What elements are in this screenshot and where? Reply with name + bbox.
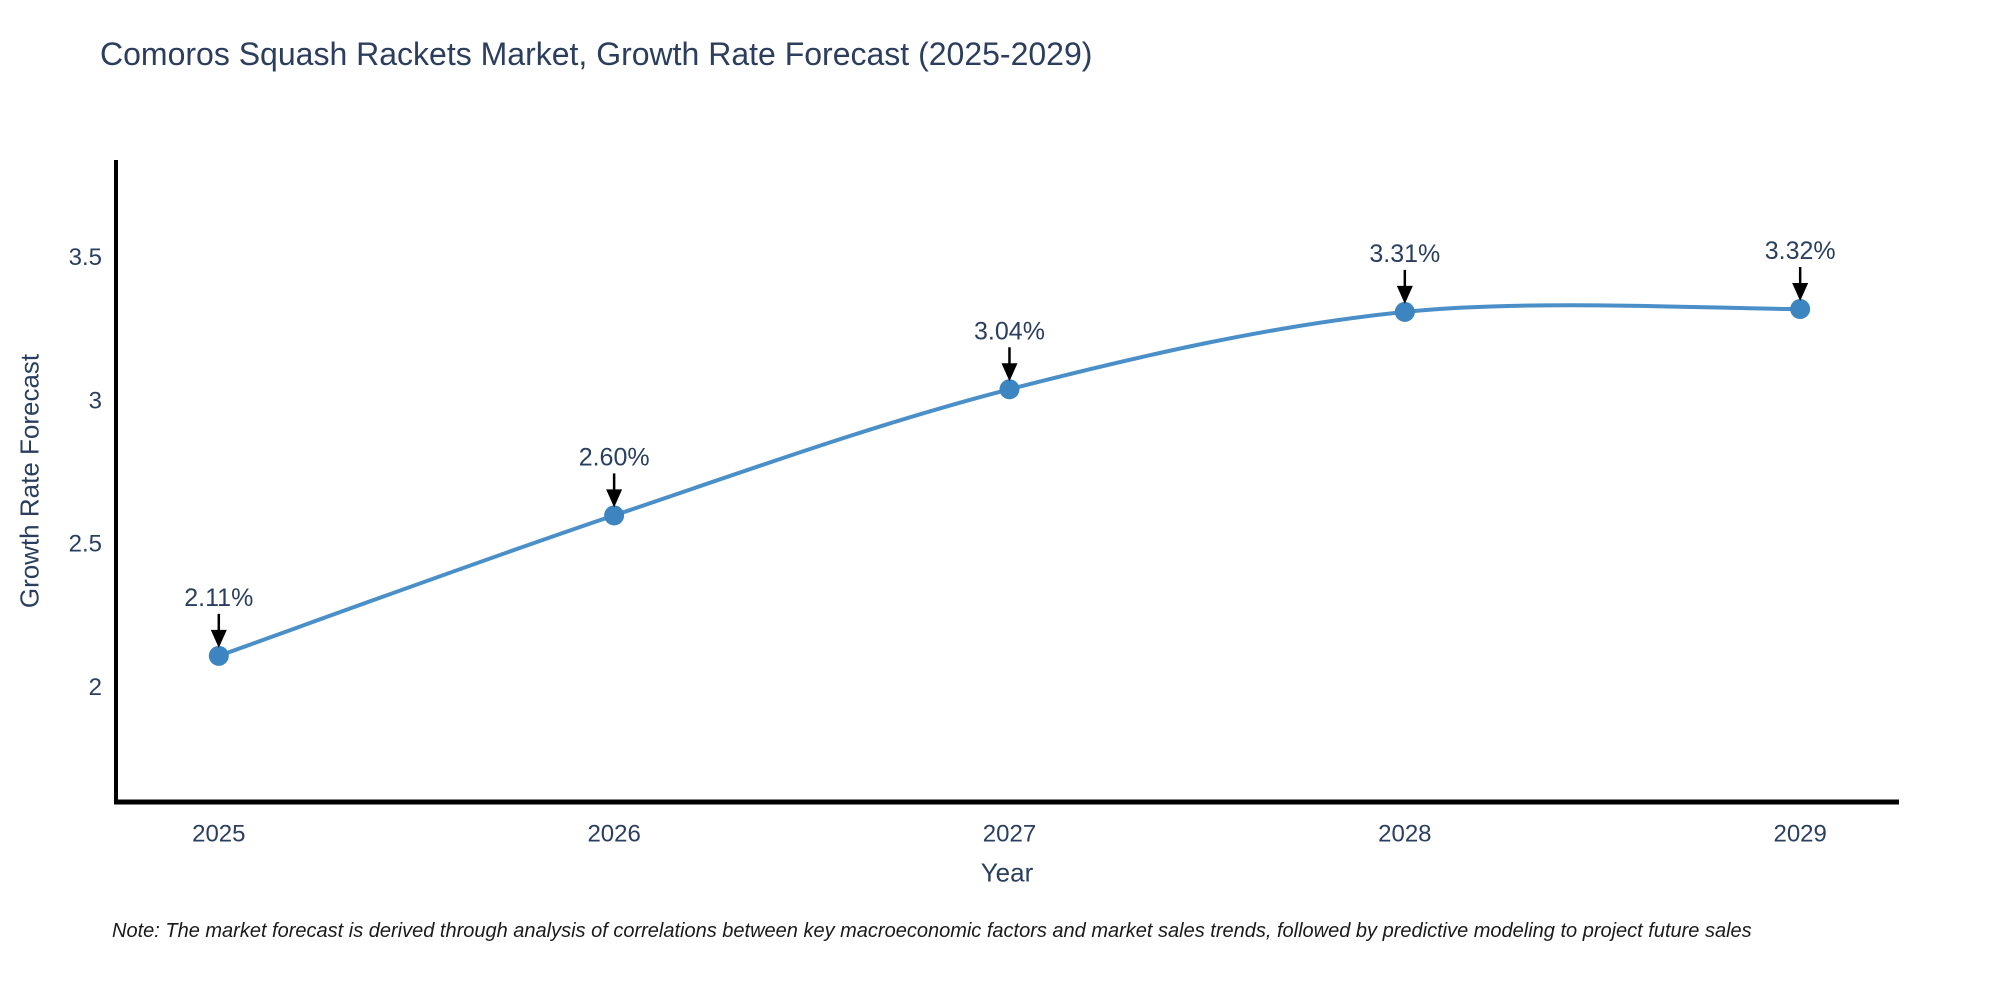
- data-point-marker: [999, 379, 1020, 400]
- y-tick-label: 3: [89, 387, 102, 414]
- annotation-label: 3.32%: [1765, 237, 1836, 265]
- y-tick-label: 2: [89, 674, 102, 701]
- annotation-label: 3.31%: [1369, 240, 1440, 268]
- data-point-marker: [604, 505, 625, 526]
- y-tick-label: 2.5: [69, 531, 102, 558]
- x-tick-label: 2028: [1378, 821, 1431, 848]
- data-point-marker: [1790, 299, 1811, 320]
- x-tick-label: 2029: [1773, 821, 1826, 848]
- annotation-arrowhead-icon: [606, 489, 623, 508]
- x-tick-label: 2025: [192, 821, 245, 848]
- data-point-marker: [1394, 301, 1415, 322]
- y-tick-label: 3.5: [69, 244, 102, 271]
- annotation-label: 2.11%: [184, 584, 253, 612]
- annotation-arrowhead-icon: [1396, 285, 1413, 304]
- x-axis-title: Year: [980, 857, 1034, 888]
- annotation-label: 2.60%: [579, 443, 650, 471]
- annotation-arrowhead-icon: [1792, 283, 1809, 302]
- x-tick-label: 2027: [983, 821, 1036, 848]
- x-tick-label: 2026: [587, 821, 640, 848]
- annotation-arrowhead-icon: [210, 629, 227, 648]
- data-point-marker: [208, 645, 229, 666]
- annotation-arrowhead-icon: [1001, 363, 1018, 382]
- annotation-label: 3.04%: [974, 317, 1045, 345]
- y-axis-title: Growth Rate Forecast: [14, 353, 45, 609]
- footnote: Note: The market forecast is derived thr…: [112, 920, 1752, 942]
- chart-title: Comoros Squash Rackets Market, Growth Ra…: [100, 36, 1093, 72]
